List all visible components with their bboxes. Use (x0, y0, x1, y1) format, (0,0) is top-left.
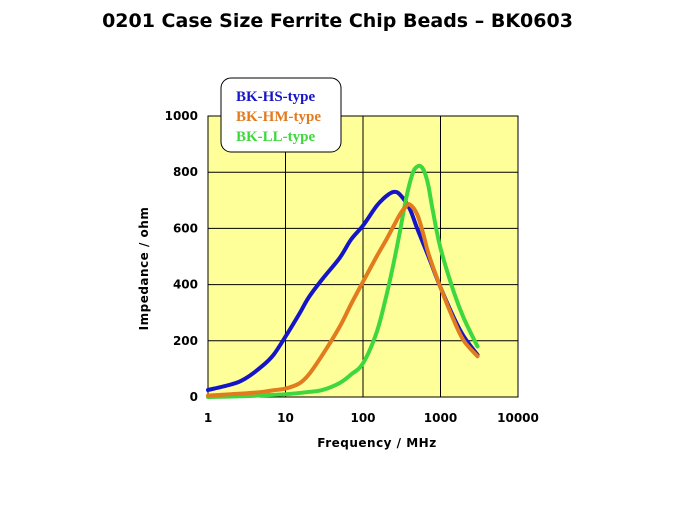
legend-entry-hm: BK-HM-type (236, 109, 321, 125)
y-tick-label: 200 (173, 334, 198, 348)
legend-entry-ll: BK-LL-type (236, 129, 316, 145)
x-axis-label: Frequency / MHz (317, 436, 436, 450)
x-tick-label: 1 (204, 411, 212, 425)
y-tick-label: 800 (173, 165, 198, 179)
series-line-hm (206, 202, 480, 398)
x-tick-label: 1000 (424, 411, 457, 425)
series-layer (206, 163, 480, 399)
x-tick-labels: 1 10 100 1000 10000 (204, 411, 539, 425)
y-tick-label: 0 (190, 390, 198, 404)
x-tick-label: 10000 (497, 411, 539, 425)
y-tick-label: 1000 (165, 109, 198, 123)
page-title: 0201 Case Size Ferrite Chip Beads – BK06… (102, 10, 573, 32)
y-tick-label: 400 (173, 278, 198, 292)
x-tick-label: 100 (350, 411, 375, 425)
y-tick-label: 600 (173, 221, 198, 235)
legend-entry-hs: BK-HS-type (236, 89, 316, 105)
y-axis-label: Impedance / ohm (137, 207, 151, 331)
legend: BK-HS-type BK-HM-type BK-LL-type (220, 77, 342, 153)
series-line-ll (206, 163, 480, 399)
legend-box (220, 77, 342, 153)
plot-frame (207, 115, 519, 398)
x-tick-label: 10 (277, 411, 294, 425)
y-tick-labels: 0 200 400 600 800 1000 (165, 109, 198, 404)
